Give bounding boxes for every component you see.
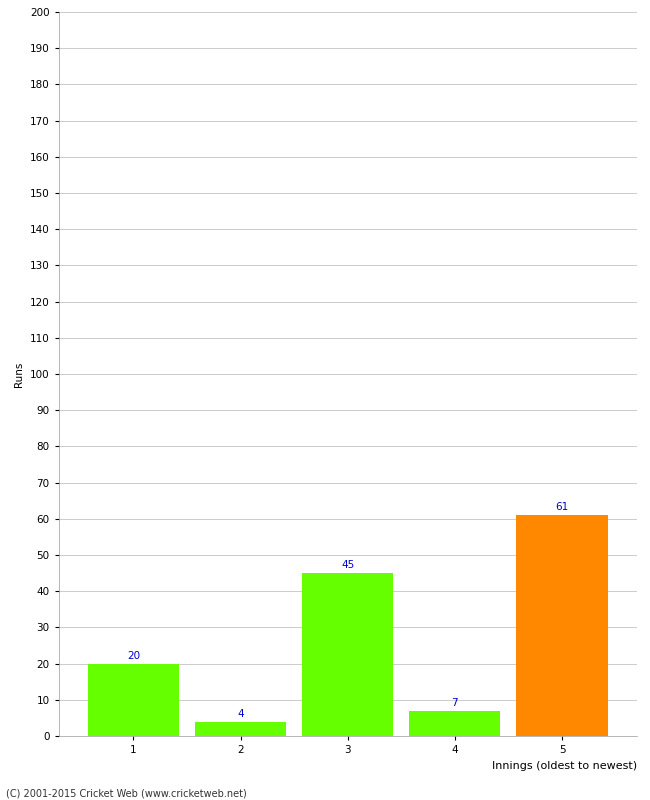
Bar <box>88 664 179 736</box>
Bar <box>517 515 608 736</box>
Text: 20: 20 <box>127 650 140 661</box>
Bar <box>410 710 500 736</box>
Text: 61: 61 <box>555 502 569 512</box>
Text: (C) 2001-2015 Cricket Web (www.cricketweb.net): (C) 2001-2015 Cricket Web (www.cricketwe… <box>6 788 247 798</box>
Text: 7: 7 <box>452 698 458 708</box>
Text: 45: 45 <box>341 560 354 570</box>
Bar <box>302 573 393 736</box>
X-axis label: Innings (oldest to newest): Innings (oldest to newest) <box>492 761 637 770</box>
Y-axis label: Runs: Runs <box>14 362 24 386</box>
Bar <box>195 722 286 736</box>
Text: 4: 4 <box>237 709 244 718</box>
